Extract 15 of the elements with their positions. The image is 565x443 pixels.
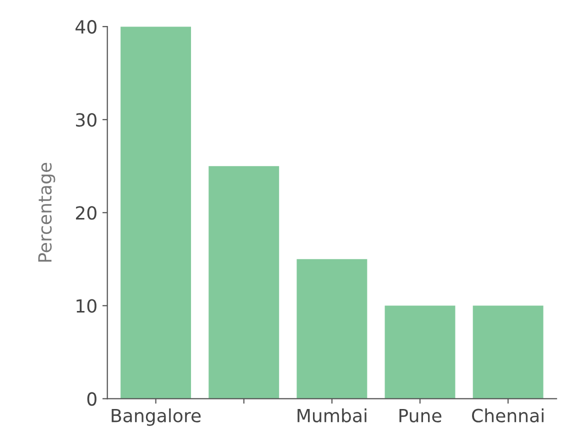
- y-tick-label: 40: [76, 20, 96, 34]
- bar: [296, 259, 368, 399]
- y-tick-label: 0: [87, 392, 96, 406]
- y-axis-title: Percentage: [38, 162, 56, 262]
- x-tick-label: Bangalore: [112, 408, 201, 426]
- y-tick-label: 30: [76, 113, 96, 127]
- y-tick-label: 20: [76, 206, 96, 220]
- bar: [472, 306, 544, 399]
- bar: [120, 26, 192, 399]
- bar: [208, 166, 280, 399]
- y-tick-label: 10: [76, 299, 96, 313]
- x-tick-label: Pune: [400, 408, 442, 422]
- bar: [384, 306, 456, 399]
- x-tick-label: Mumbai: [298, 408, 366, 422]
- x-tick-label: Chennai: [472, 408, 544, 422]
